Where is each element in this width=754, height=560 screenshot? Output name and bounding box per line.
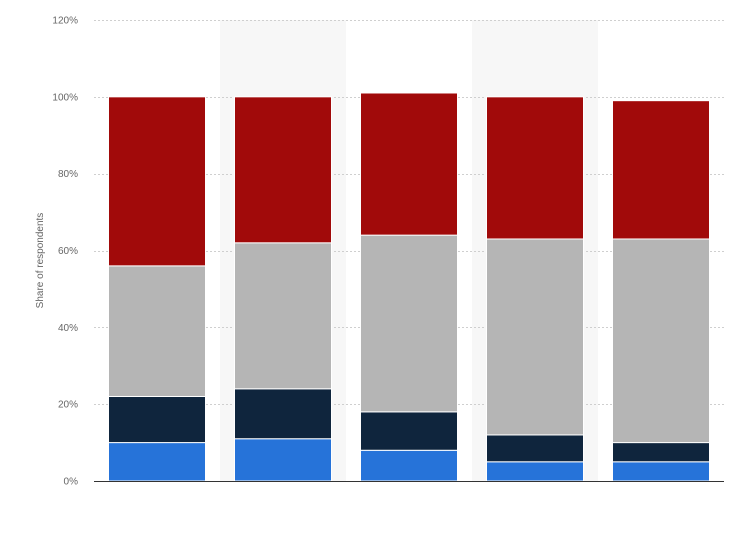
bar-segment: [108, 96, 206, 267]
y-axis-title: Share of respondents: [35, 213, 46, 309]
bar-segment: [486, 434, 584, 463]
bar-segment: [108, 265, 206, 397]
y-tick-label: 100%: [52, 92, 78, 103]
bar-segment: [486, 461, 584, 482]
y-tick-label: 80%: [58, 169, 78, 180]
y-tick-labels: 0% 20% 40% 60% 80% 100% 120%: [52, 16, 78, 488]
bar-segment: [360, 449, 458, 482]
bar-segment: [612, 238, 710, 444]
bar-stack: [612, 100, 710, 482]
bar-segment: [612, 100, 710, 240]
bar-segment: [108, 442, 206, 482]
y-tick-label: 120%: [52, 16, 78, 27]
bar-segment: [234, 242, 332, 390]
y-tick-label: 40%: [58, 323, 78, 334]
bar-stack: [486, 96, 584, 482]
bar-segment: [234, 96, 332, 244]
bar-stacks: [108, 92, 710, 482]
bar-segment: [360, 234, 458, 413]
y-tick-label: 60%: [58, 246, 78, 257]
bar-stack: [108, 96, 206, 482]
bar-stack: [360, 92, 458, 482]
bar-segment: [234, 438, 332, 482]
bar-segment: [486, 238, 584, 436]
bar-segment: [612, 461, 710, 482]
bar-stack: [234, 96, 332, 482]
y-tick-label: 0%: [64, 477, 79, 488]
y-tick-label: 20%: [58, 400, 78, 411]
bar-segment: [234, 388, 332, 440]
bar-segment: [360, 411, 458, 451]
bar-segment: [360, 92, 458, 236]
bar-segment: [486, 96, 584, 240]
bar-segment: [612, 442, 710, 463]
bar-segment: [108, 395, 206, 444]
